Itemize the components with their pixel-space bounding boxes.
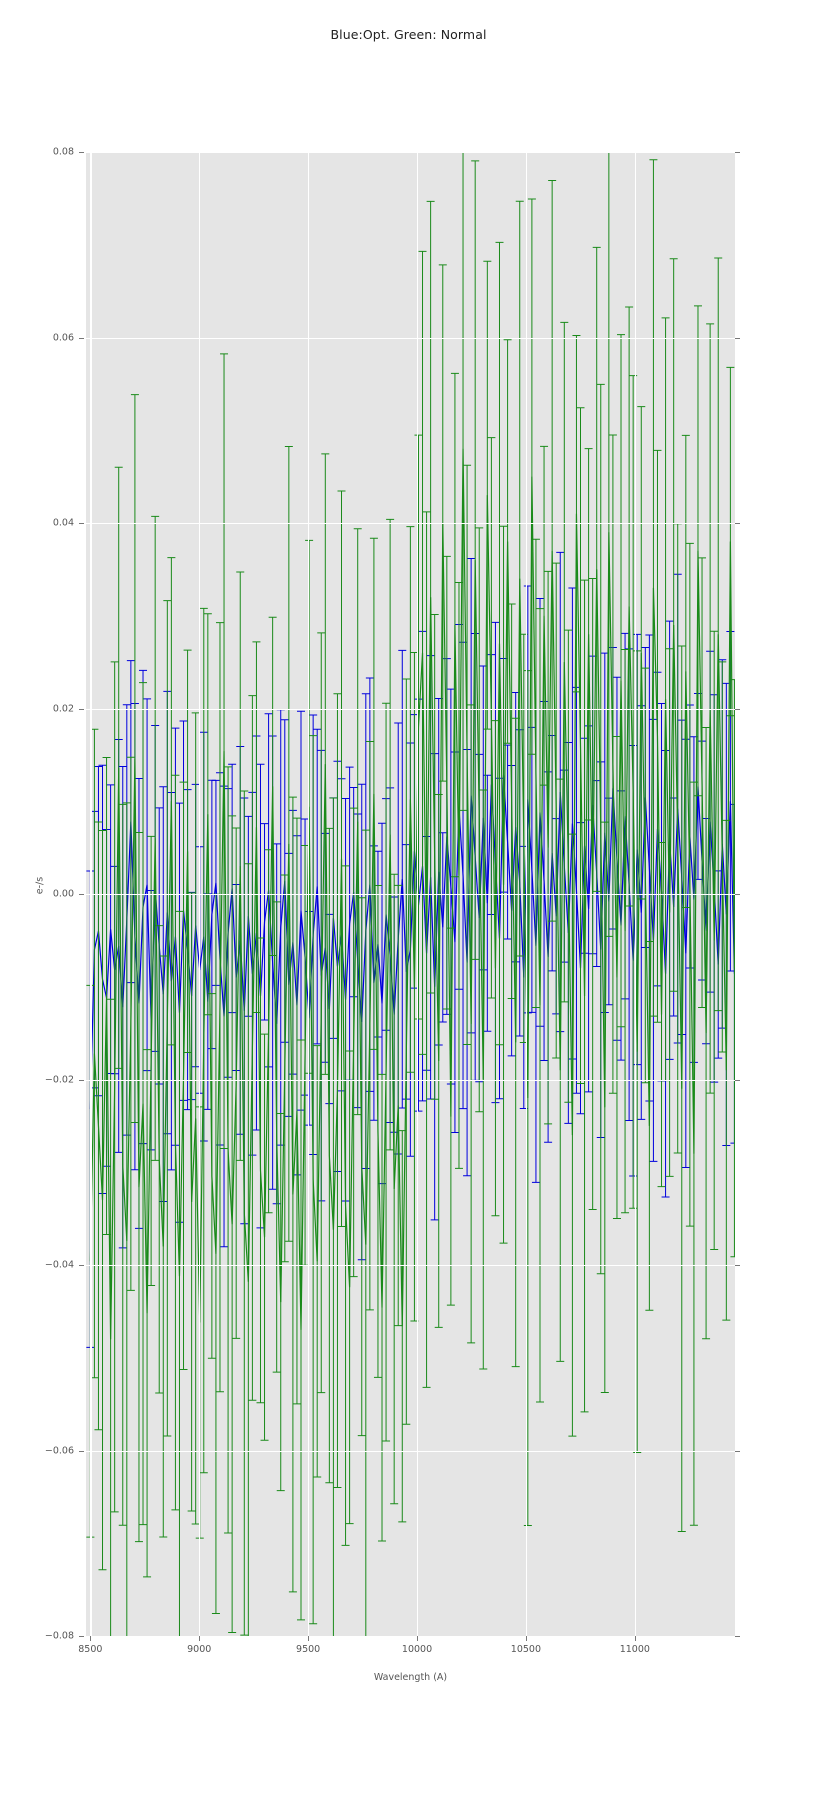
y-tick-label: 0.04 [52,517,74,529]
gridline-horizontal [86,894,735,896]
y-tick-mark [735,152,740,153]
y-tick-mark [735,894,740,895]
gridline-vertical [634,152,636,1636]
x-tick-mark [90,1636,92,1641]
x-axis-label: Wavelength (A) [373,1672,448,1683]
y-tick-label: 0.02 [52,703,74,714]
gridline-horizontal [86,1079,735,1081]
y-tick-mark [735,337,740,339]
y-tick-mark [79,1265,84,1266]
gridline-horizontal [86,1450,735,1452]
x-tick-mark [417,1636,419,1641]
gridline-horizontal [86,1265,735,1267]
plot-area [86,152,735,1636]
y-tick-mark [735,1265,740,1266]
gridline-horizontal [86,708,735,710]
x-tick-label: 8500 [78,1644,103,1655]
y-tick-label: −0.08 [44,1630,74,1642]
gridline-vertical [525,152,528,1636]
x-tick-label: 10500 [510,1644,542,1655]
y-tick-mark [79,894,84,895]
x-tick-label: 9000 [187,1644,212,1655]
y-tick-mark [79,708,84,710]
x-tick-label: 11000 [619,1644,650,1655]
y-tick-mark [79,1636,84,1637]
gridline-vertical [308,152,310,1636]
gridline-horizontal [86,523,735,525]
page-title: Blue:Opt. Green: Normal [330,27,487,42]
y-tick-label: −0.06 [44,1445,74,1456]
gridline-horizontal [86,337,735,339]
y-tick-label: 0.06 [52,332,74,343]
y-tick-mark [735,1079,740,1081]
x-tick-mark [525,1636,527,1641]
y-tick-mark [79,337,84,339]
y-tick-mark [735,708,740,710]
y-tick-mark [79,1079,84,1081]
y-tick-mark [79,523,84,524]
y-tick-label: −0.04 [44,1259,74,1271]
y-tick-mark [735,1450,740,1452]
gridline-vertical [90,152,92,1636]
series-line [89,448,735,1340]
x-tick-label: 10000 [401,1644,433,1655]
y-tick-label: 0.00 [52,888,74,900]
x-tick-label: 9500 [296,1644,321,1655]
y-tick-mark [79,1450,84,1452]
y-tick-mark [79,152,84,153]
x-tick-mark [308,1636,310,1641]
y-tick-label: −0.02 [44,1074,74,1085]
gridline-vertical [199,152,201,1636]
y-axis-label: e-/s [34,876,46,895]
y-tick-mark [735,1636,740,1637]
x-tick-mark [199,1636,201,1641]
gridline-vertical [417,152,419,1636]
y-tick-mark [735,523,740,524]
gridline-horizontal [86,152,735,154]
x-tick-mark [634,1636,636,1641]
data-canvas [86,152,735,1636]
y-tick-label: 0.08 [52,146,74,158]
